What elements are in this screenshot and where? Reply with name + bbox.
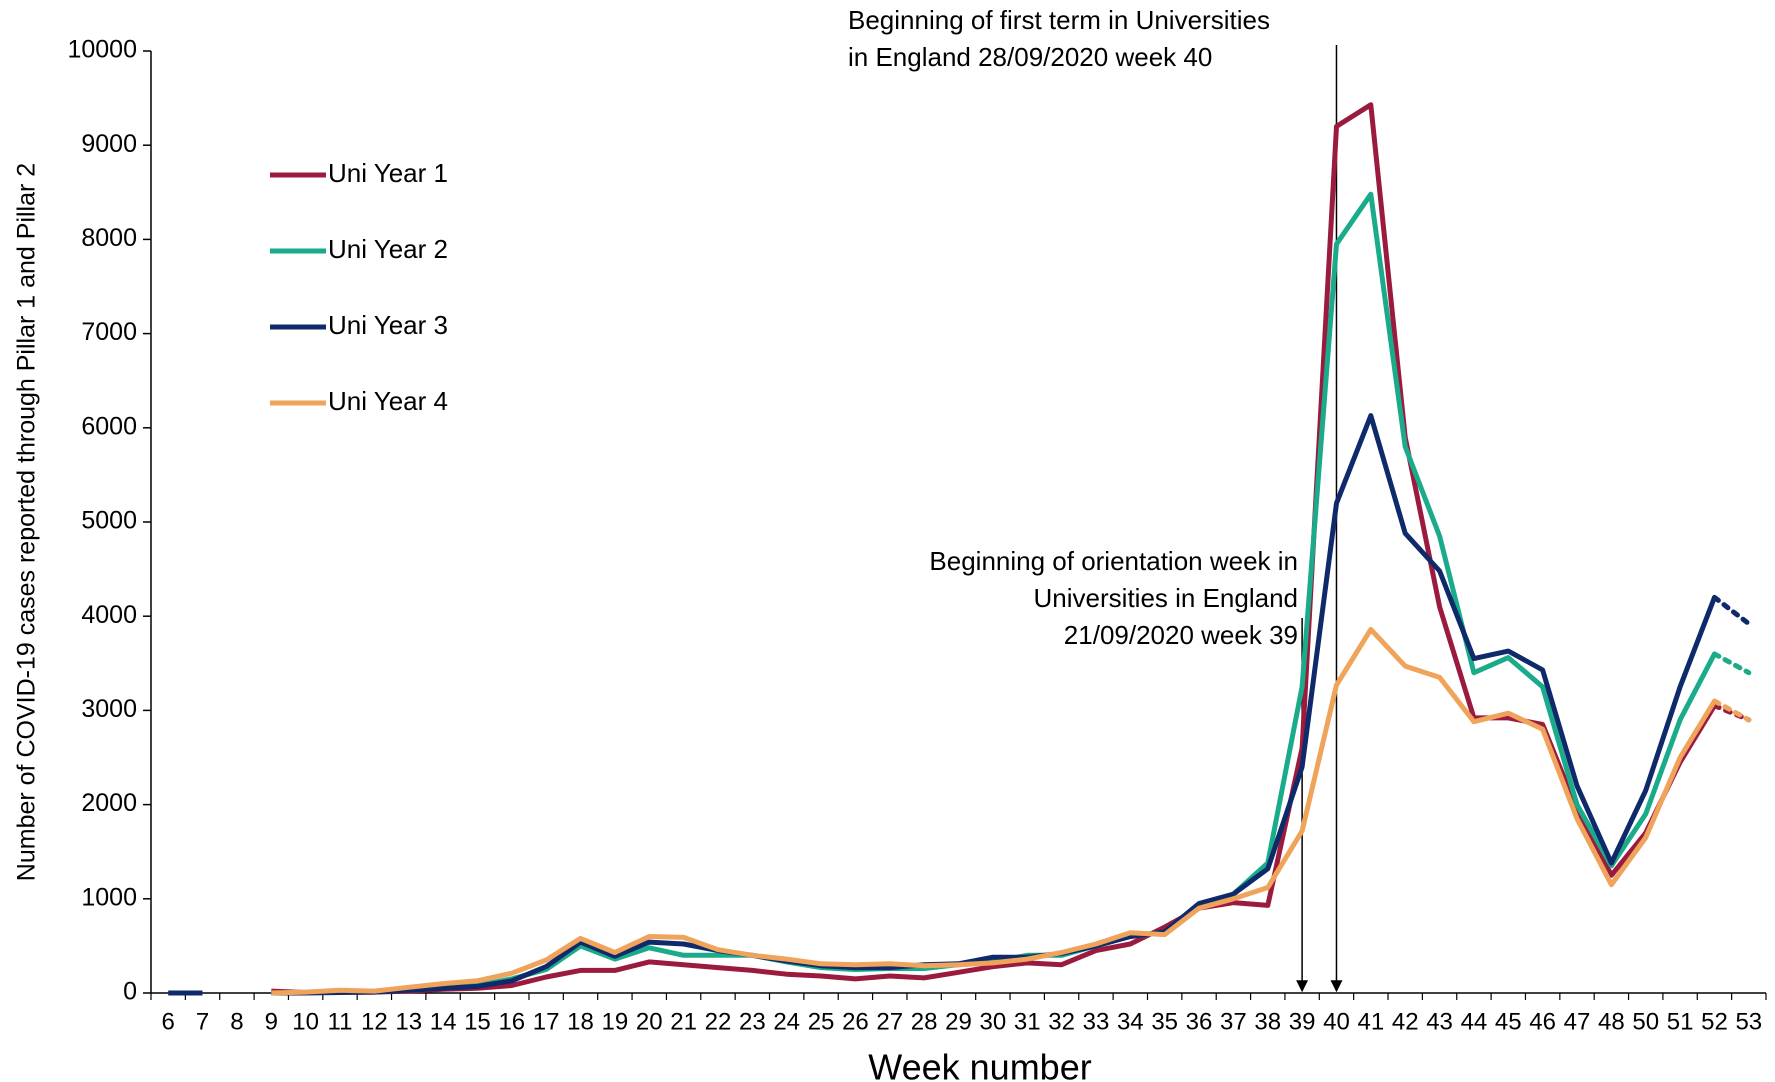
x-tick-label: 28 xyxy=(911,1008,938,1035)
x-tick-label: 34 xyxy=(1117,1008,1144,1035)
x-tick-label: 7 xyxy=(196,1008,209,1035)
x-tick-label: 25 xyxy=(808,1008,835,1035)
legend-label: Uni Year 2 xyxy=(328,234,448,264)
y-tick-label: 10000 xyxy=(67,36,137,64)
x-tick-label: 42 xyxy=(1392,1008,1419,1035)
x-tick-label: 50 xyxy=(1632,1008,1659,1035)
x-tick-label: 48 xyxy=(1598,1008,1625,1035)
x-tick-label: 15 xyxy=(464,1008,491,1035)
y-tick-label: 8000 xyxy=(81,224,137,252)
x-tick-label: 12 xyxy=(361,1008,388,1035)
x-tick-label: 8 xyxy=(230,1008,243,1035)
x-tick-label: 51 xyxy=(1667,1008,1694,1035)
x-tick-label: 18 xyxy=(567,1008,594,1035)
y-tick-label: 2000 xyxy=(81,789,137,817)
x-axis-title: Week number xyxy=(868,1047,1091,1082)
x-tick-label: 31 xyxy=(1014,1008,1041,1035)
x-tick-label: 23 xyxy=(739,1008,766,1035)
x-tick-label: 20 xyxy=(636,1008,663,1035)
y-tick-label: 9000 xyxy=(81,130,137,158)
projected-line xyxy=(1711,703,1752,723)
annotation-line: Beginning of first term in Universities xyxy=(848,5,1270,35)
series-line xyxy=(271,191,1717,996)
x-tick-label: 46 xyxy=(1529,1008,1556,1035)
x-tick-label: 36 xyxy=(1186,1008,1213,1035)
x-tick-label: 32 xyxy=(1048,1008,1075,1035)
x-tick-label: 17 xyxy=(533,1008,560,1035)
y-tick-label: 1000 xyxy=(81,883,137,911)
projected-line xyxy=(1711,698,1752,723)
x-tick-label: 27 xyxy=(876,1008,903,1035)
x-tick-label: 35 xyxy=(1151,1008,1178,1035)
annotation-line: in England 28/09/2020 week 40 xyxy=(848,42,1212,72)
x-tick-label: 14 xyxy=(430,1008,457,1035)
x-tick-label: 41 xyxy=(1357,1008,1384,1035)
x-tick-label: 10 xyxy=(292,1008,319,1035)
y-tick-label: 5000 xyxy=(81,507,137,535)
x-tick-label: 21 xyxy=(670,1008,697,1035)
x-tick-label: 13 xyxy=(395,1008,422,1035)
x-tick-label: 24 xyxy=(773,1008,800,1035)
x-tick-label: 29 xyxy=(945,1008,972,1035)
x-tick-label: 26 xyxy=(842,1008,869,1035)
x-tick-label: 43 xyxy=(1426,1008,1453,1035)
x-tick-label: 47 xyxy=(1564,1008,1591,1035)
projected-line xyxy=(1711,651,1752,676)
series-line xyxy=(271,413,1717,996)
x-tick-label: 16 xyxy=(498,1008,525,1035)
x-tick-label: 9 xyxy=(265,1008,278,1035)
legend-label: Uni Year 4 xyxy=(328,386,448,416)
x-tick-label: 19 xyxy=(602,1008,629,1035)
annotation-line: 21/09/2020 week 39 xyxy=(1064,620,1298,650)
projected-line xyxy=(1711,594,1752,627)
y-tick-label: 6000 xyxy=(81,412,137,440)
x-tick-label: 11 xyxy=(328,1008,353,1035)
x-tick-label: 22 xyxy=(705,1008,732,1035)
x-tick-label: 53 xyxy=(1735,1008,1762,1035)
legend-label: Uni Year 1 xyxy=(328,158,448,188)
x-tick-label: 30 xyxy=(980,1008,1007,1035)
y-tick-label: 4000 xyxy=(81,601,137,629)
annotation-line: Beginning of orientation week in xyxy=(929,546,1298,576)
x-tick-label: 38 xyxy=(1254,1008,1281,1035)
x-tick-label: 37 xyxy=(1220,1008,1247,1035)
x-tick-label: 52 xyxy=(1701,1008,1728,1035)
x-tick-label: 39 xyxy=(1289,1008,1316,1035)
series-line xyxy=(271,626,1717,996)
annotation-line: Universities in England xyxy=(1034,583,1298,613)
legend-label: Uni Year 3 xyxy=(328,310,448,340)
x-tick-label: 40 xyxy=(1323,1008,1350,1035)
x-tick-label: 45 xyxy=(1495,1008,1522,1035)
x-tick-label: 33 xyxy=(1083,1008,1110,1035)
x-tick-label: 44 xyxy=(1461,1008,1488,1035)
y-tick-label: 3000 xyxy=(81,695,137,723)
x-tick-label: 6 xyxy=(162,1008,175,1035)
y-tick-label: 0 xyxy=(123,978,137,1006)
y-axis-title: Number of COVID-19 cases reported throug… xyxy=(13,163,41,881)
y-tick-label: 7000 xyxy=(81,318,137,346)
